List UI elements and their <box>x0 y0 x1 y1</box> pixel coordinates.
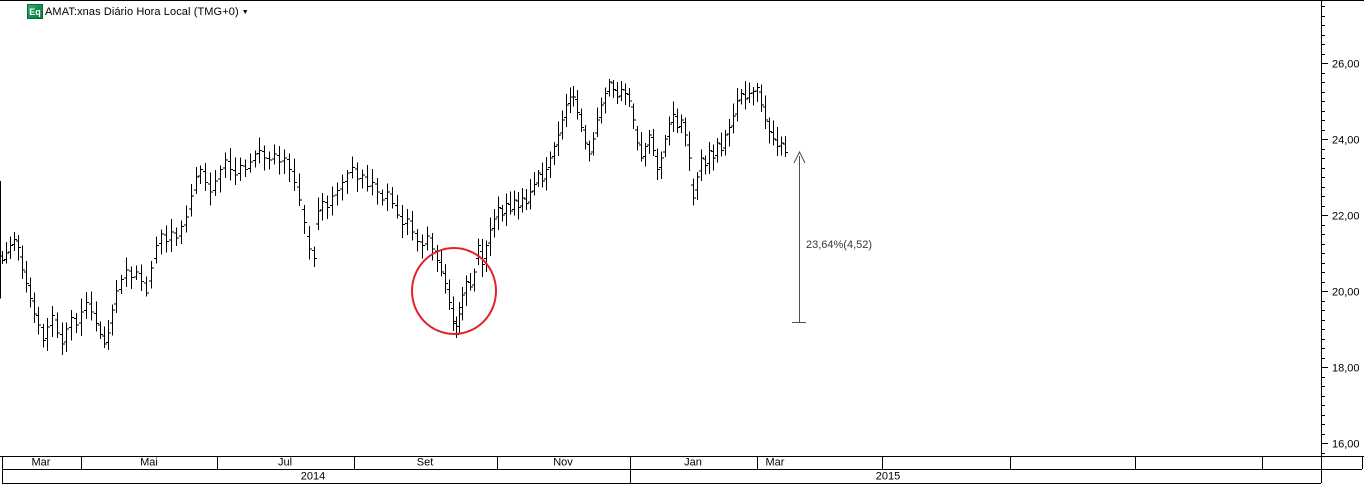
month-label: Jul <box>278 457 292 469</box>
price-tick-label: 20,00 <box>1332 287 1360 299</box>
price-tick-label: 26,00 <box>1332 59 1360 71</box>
month-label: Mar <box>766 457 785 469</box>
highlight-circle-annotation[interactable] <box>411 247 497 335</box>
price-tick-label: 22,00 <box>1332 211 1360 223</box>
ohlc-bars <box>0 78 788 356</box>
y-price-axis: 16,00 18,00 20,00 22,00 24,00 26,00 <box>1321 0 1360 483</box>
equity-badge: Eq <box>27 4 43 19</box>
price-tick-label: 18,00 <box>1332 363 1360 375</box>
measure-arrow-annotation[interactable] <box>792 150 806 323</box>
month-label: Nov <box>553 457 573 469</box>
month-label: Mar <box>32 457 51 469</box>
chevron-down-icon: ▼ <box>241 9 249 16</box>
month-label: Set <box>417 457 434 469</box>
arrow-measure-label: 23,64%(4,52) <box>806 239 872 251</box>
year-label: 2014 <box>301 471 325 483</box>
x-axis-date-table: Mar Mai Jul Set Nov Jan Mar 2014 2015 <box>0 456 1364 484</box>
chart-titlebar: Eq AMAT:xnas Diário Hora Local (TMG+0) ▼ <box>0 0 1364 24</box>
month-label: Mai <box>140 457 158 469</box>
price-tick-label: 16,00 <box>1332 439 1360 451</box>
year-label: 2015 <box>876 471 900 483</box>
price-tick-label: 24,00 <box>1332 135 1360 147</box>
chart-title: AMAT:xnas Diário Hora Local (TMG+0) <box>45 5 239 18</box>
month-label: Jan <box>684 457 702 469</box>
symbol-selector[interactable]: Eq AMAT:xnas Diário Hora Local (TMG+0) ▼ <box>27 4 249 19</box>
